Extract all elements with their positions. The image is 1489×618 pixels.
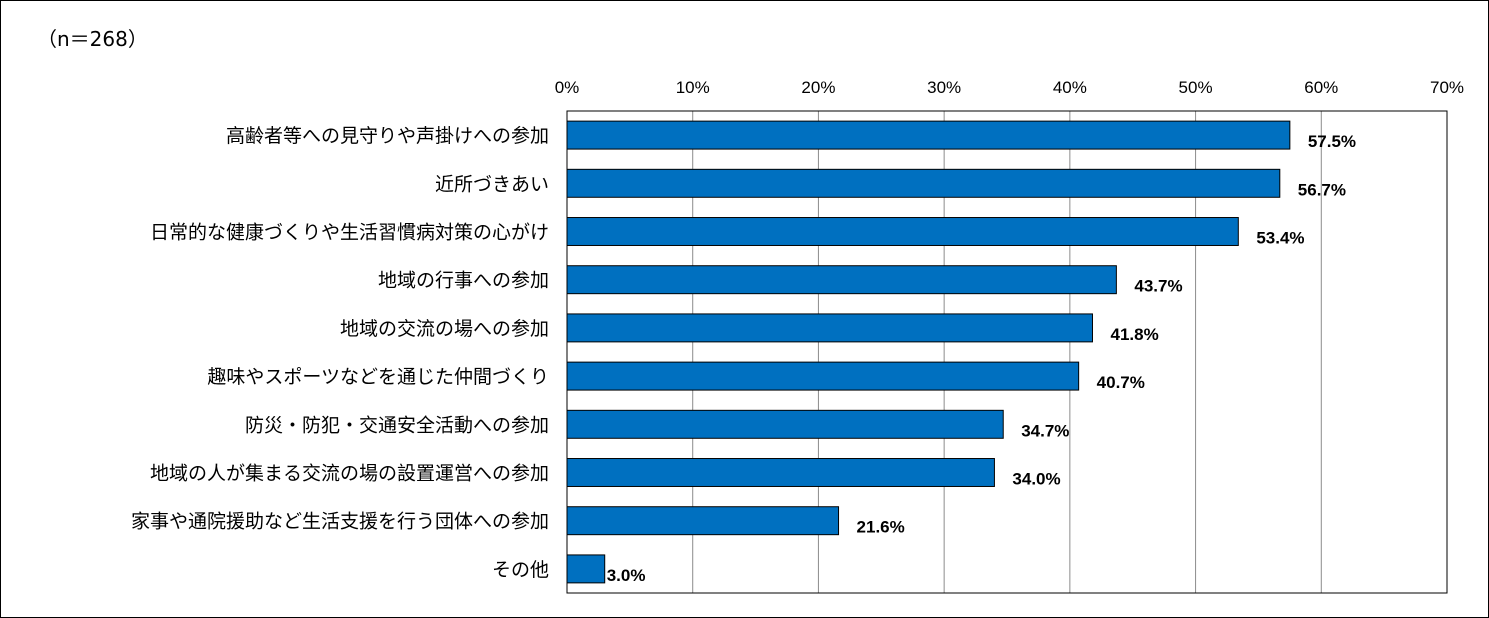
x-tick-label: 50% <box>1179 78 1213 97</box>
category-label: 家事や通院援助など生活支援を行う団体への参加 <box>131 511 549 533</box>
data-label: 34.7% <box>1021 421 1069 440</box>
bar <box>566 361 1080 391</box>
data-label: 21.6% <box>857 518 905 537</box>
bar <box>566 168 1281 198</box>
category-label: 高齢者等への見守りや声掛けへの参加 <box>226 125 549 147</box>
data-label: 57.5% <box>1308 132 1356 151</box>
data-label: 40.7% <box>1097 373 1145 392</box>
data-label: 34.0% <box>1012 470 1060 489</box>
bar <box>566 120 1291 150</box>
bar <box>566 409 1004 439</box>
x-axis-ticks: 0% 10% 20% 30% 40% 50% 60% 70% <box>555 78 1464 97</box>
data-label: 56.7% <box>1298 180 1346 199</box>
plot-area <box>566 110 1448 594</box>
x-tick-label: 70% <box>1430 78 1464 97</box>
category-label: 地域の行事への参加 <box>378 270 549 292</box>
x-tick-label: 0% <box>555 78 580 97</box>
x-tick-label: 20% <box>801 78 835 97</box>
category-label: その他 <box>492 559 549 581</box>
bar <box>566 313 1093 343</box>
bar <box>566 554 606 584</box>
category-label: 地域の人が集まる交流の場の設置運営への参加 <box>150 463 549 485</box>
sample-size-note: （n＝268） <box>37 27 148 51</box>
data-labels: 57.5% 56.7% 53.4% 43.7% 41.8% 40.7% 34.7% 34.0%… <box>607 132 1356 585</box>
x-tick-label: 10% <box>676 78 710 97</box>
x-tick-label: 60% <box>1304 78 1338 97</box>
bars <box>566 120 1291 584</box>
data-label: 43.7% <box>1134 277 1182 296</box>
x-tick-label: 30% <box>927 78 961 97</box>
bar <box>566 217 1239 246</box>
category-label: 趣味やスポーツなどを通じた仲間づくり <box>207 366 549 388</box>
data-label: 3.0% <box>607 566 646 585</box>
category-labels: 高齢者等への見守りや声掛けへの参加近所づきあい日常的な健康づくりや生活習慣病対策… <box>131 125 549 581</box>
category-label: 地域の交流の場への参加 <box>340 318 549 340</box>
data-label: 41.8% <box>1110 325 1158 344</box>
x-tick-label: 40% <box>1053 78 1087 97</box>
category-label: 日常的な健康づくりや生活習慣病対策の心がけ <box>150 222 549 244</box>
bar <box>566 265 1117 295</box>
data-label: 53.4% <box>1256 229 1304 248</box>
bar <box>566 458 995 487</box>
category-label: 防災・防犯・交通安全活動への参加 <box>245 414 549 436</box>
bar <box>566 506 840 536</box>
category-label: 近所づきあい <box>435 173 549 195</box>
